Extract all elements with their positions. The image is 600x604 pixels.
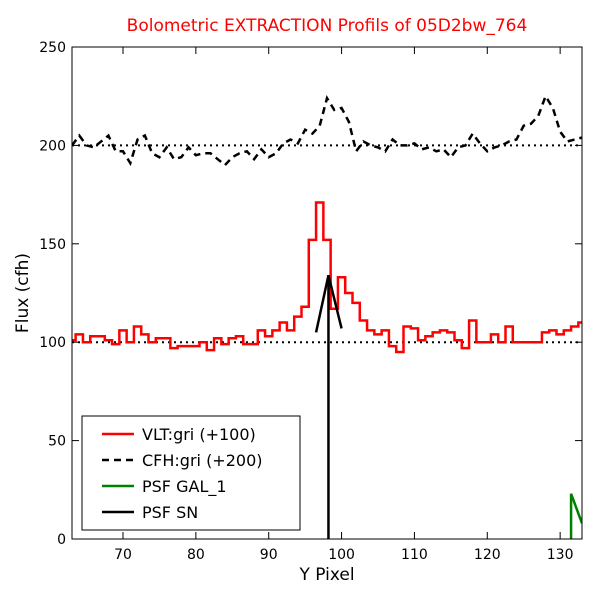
x-tick-label: 130 (547, 547, 574, 563)
legend-label: PSF GAL_1 (142, 477, 227, 497)
x-tick-label: 110 (401, 547, 428, 563)
series-line-vlt-gri-100 (72, 201, 582, 354)
plot-frame (71, 46, 583, 540)
x-tick-label: 70 (114, 547, 132, 563)
y-tick-label: 0 (57, 532, 66, 548)
x-tick-label: 100 (328, 547, 355, 563)
y-axis-label: Flux (cfh) (13, 253, 33, 333)
y-tick-label: 200 (39, 138, 66, 154)
legend-label: PSF SN (142, 503, 198, 522)
x-tick-label: 90 (260, 547, 278, 563)
x-axis-label: Y Pixel (298, 565, 354, 585)
y-tick-label: 150 (39, 237, 66, 253)
series-arrow-head-psf-sn (314, 274, 343, 333)
plot-area (72, 93, 582, 539)
series-arrow-head-psf-gal-1 (569, 493, 582, 524)
legend-label: VLT:gri (+100) (142, 425, 256, 444)
series-line-cfh-gri-200 (72, 93, 582, 167)
y-tick-label: 50 (48, 434, 66, 450)
y-tick-label: 100 (39, 335, 66, 351)
plot-inner (72, 93, 582, 539)
axes: 70 80 90 100 110 120 130 0 50 100 150 200 250 (39, 40, 583, 563)
x-tick-label: 80 (187, 547, 205, 563)
y-tick-label: 250 (39, 40, 66, 56)
chart-title: Bolometric EXTRACTION Profils of 05D2bw_… (127, 16, 528, 36)
legend: VLT:gri (+100) CFH:gri (+200) PSF GAL_1 PSF… (81, 415, 301, 531)
legend-label: CFH:gri (+200) (142, 451, 263, 470)
x-tick-label: 120 (474, 547, 501, 563)
